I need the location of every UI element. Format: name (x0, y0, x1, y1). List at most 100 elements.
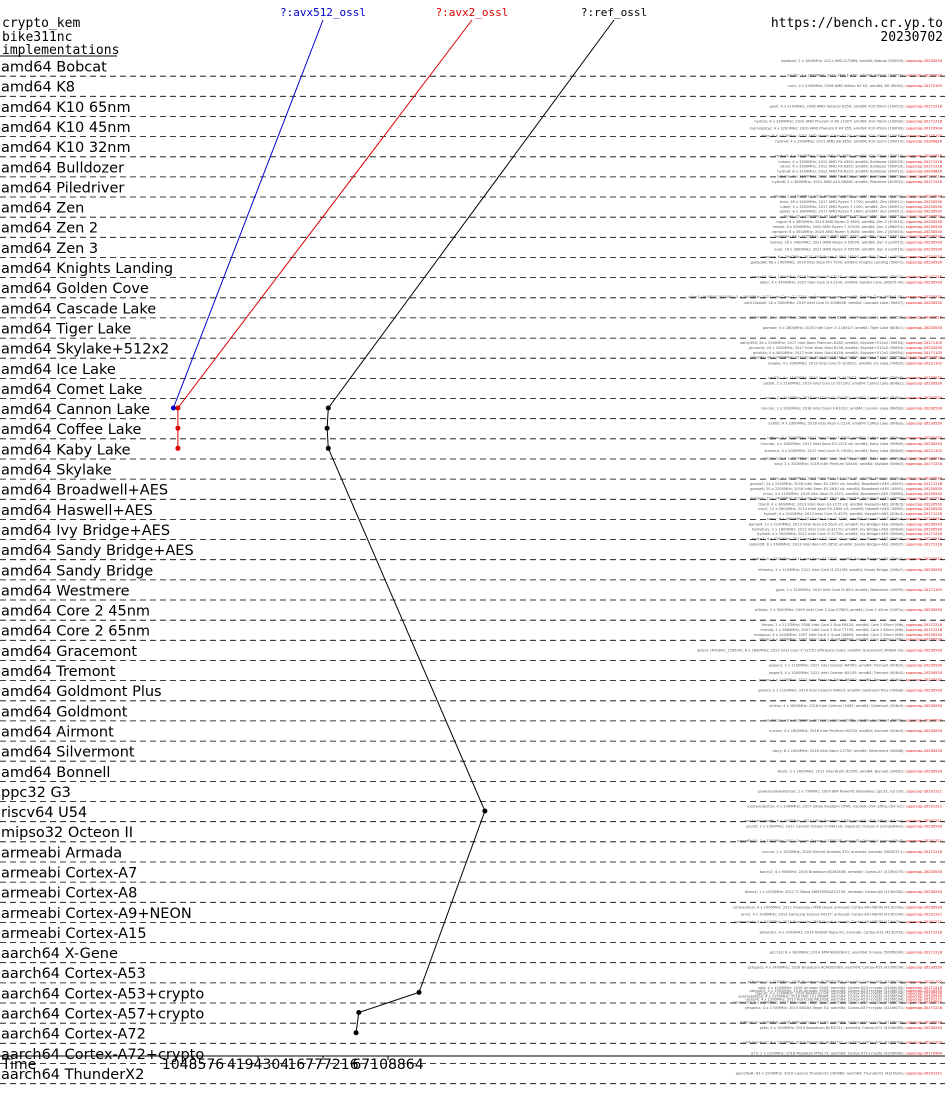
row-label: mipso32 Octeon II (1, 825, 133, 841)
row-label: amd64 Kaby Lake (1, 442, 131, 458)
row-note: hiffran; 6 x 3000MHz; 2017 Intel Core i7… (767, 436, 942, 440)
row-note: hiad0r; 2 x 1650MHz; 2011 AMD E-450; amd… (787, 74, 943, 78)
row-note: bblack; 1 x 1000MHz; 2012 TI Sitara XAM3… (745, 890, 943, 894)
row-note: cortexa53; 4 x 1800MHz; 2017 Freescale i… (733, 1000, 943, 1004)
chart-row: amd64 Cascade Lake cat013easkl; 18 x 3000… (0, 301, 945, 319)
row-note: hirundo; 4 x 3000MHz; 2017 Intel Xeon E3… (760, 442, 942, 446)
chart-row: aarch64 X-Gene gcc116; 8 x 1600MHz; 2014 … (0, 946, 945, 964)
chart-row: aarch64 Cortex-A53+crypto sipll; 4 x 1200… (0, 986, 945, 1004)
chart-rows: amd64 Bobcat bbobcat; 2 x 1600MHz; 2011 A… (0, 59, 945, 1085)
row-note: hydra4; 4 x 2900MHz; 2011 AMD A8-3850; a… (775, 140, 942, 144)
row-label: aarch64 Cortex-A53 (1, 966, 146, 982)
row-note: hydra6; 8 x 3100MHz; 2012 AMD FX-8120; a… (777, 169, 942, 173)
x-tick-label: 1048576 (162, 1057, 224, 1073)
row-label: amd64 Ice Lake (1, 362, 116, 378)
row-label: armeabi Cortex-A9+NEON (1, 906, 192, 922)
chart-row: amd64 Bobcat bbobcat; 2 x 1600MHz; 2011 A… (0, 59, 945, 78)
row-note: jasper3; 4 x 2000MHz; 2021 Intel Celeron… (768, 671, 943, 675)
row-note: pallas; 8 x 3600MHz; 2017 AMD Ryzen 5 16… (780, 210, 943, 214)
row-label: amd64 Bonnell (1, 765, 110, 781)
chart-row: amd64 Zen 3 twelve; 16 x 3400MHz; 2021 AM… (0, 240, 945, 259)
row-note: tetras; 4 x 2400MHz; 2007 Intel Core 2 Q… (759, 638, 942, 642)
row-label: amd64 Zen 3 (1, 241, 98, 257)
chart-row: amd64 K10 32nm hydra4; 4 x 2900MHz; 2011 … (0, 140, 945, 158)
row-note: rlfiex; 6 x 1700MHz; 2010 AMD Athlon II … (761, 134, 942, 138)
row-note: cortexabert; 4 x 1000MHz; 2011 Freescale… (734, 920, 942, 924)
chart-row: riscv64 U54 icestarkdenton; 4 x 1000MHz; … (0, 805, 945, 823)
row-note: jaspar; 4 x 1100MHz; 2021 Intel Pentium … (758, 678, 943, 682)
row-label: riscv64 U54 (1, 805, 87, 821)
data-point (353, 1030, 359, 1036)
chart-row: amd64 Sandy Bridge+AES cabo206; 8 x 2600M… (0, 543, 945, 561)
row-note: ginsk4s; 4 x 4000MHz; 2017 Intel Xeon Go… (753, 351, 942, 355)
row-label: amd64 Zen (1, 201, 84, 217)
chart-row: aarch64 ThunderX2 gamcfoxR; 64 x 2500MHz;… (0, 1067, 945, 1085)
row-label: amd64 Knights Landing (1, 261, 173, 277)
row-note: rogue; 8 x 3600MHz; 2019 AMD Ryzen 5 360… (776, 220, 942, 224)
row-label: amd64 Cascade Lake (1, 301, 156, 317)
chart-row: amd64 K10 65nm goxh; 4 x 2100MHz; 2008 AM… (0, 100, 945, 117)
row-label: amd64 Skylake (1, 463, 112, 479)
row-note: nocr; 2 x 2500MHz; 2006 AMD Athlon 64 X2… (788, 84, 942, 88)
data-point (175, 425, 181, 431)
x-tick-label: 4194304 (227, 1057, 289, 1073)
row-note: mzr2; 12 x 2600MHz; 2014 Intel Xeon E5-2… (758, 507, 942, 511)
row-note: gamjo7; 12 x 2400MHz; 2016 Intel Xeon E5… (750, 497, 943, 501)
x-tick-label: 16777216 (287, 1057, 358, 1073)
row-note: alder; 4 x 3400MHz; 2022 Intel Core i3-1… (760, 281, 943, 285)
row-note: vdrov; 6 x 3300MHz; 2012 AMD FX-6350; am… (780, 165, 943, 169)
row-note: saul; 2 x 3300MHz; 2016 Intel Pentium G4… (774, 462, 942, 466)
chart-row: armeabi Cortex-A15 jetsontk1; 4 x 2000MHz… (0, 926, 945, 943)
row-note: x2800; 4 x 3300MHz; 2018 Intel Xeon E-22… (768, 422, 943, 426)
row-note: arrck; 4 x 1000MHz; 2013 Samsung Exynos … (741, 913, 942, 917)
row-label: armeabi Cortex-A7 (1, 866, 137, 882)
chart-row: ppc32 G3 powerbookwallstreet; 1 x 726MHz;… (0, 785, 945, 802)
chart-row: amd64 Comet Lake cabt0l; 2 x 2100MHz; 201… (0, 381, 945, 400)
chart-row: amd64 Haswell+AES titan0; 4 x 3400MHz; 20… (0, 502, 945, 521)
chart-row: aarch64 Cortex-A72 pi4b; 4 x 1500MHz; 201… (0, 1026, 945, 1045)
row-note: cabo206; 8 x 2600MHz; 2013 Intel Xeon E5… (749, 543, 943, 547)
chart-row: amd64 K10 45nm hydra2; 6 x 3300MHz; 2010 … (0, 119, 945, 138)
chart-row: amd64 Core 2 65nm hinsss; 2 x 2137MHz; 20… (0, 623, 945, 642)
row-note: rubex; 4 x 3200MHz; 2017 AMD Ryzen 3 120… (780, 205, 943, 209)
data-point (482, 808, 488, 814)
row-note: gjsm; 2 x 3200MHz; 2010 Intel Core i5-65… (776, 588, 942, 592)
chart-row: aarch64 Cortex-A53 pi3aplus; 4 x 1400MHz;… (0, 966, 945, 984)
chart-row: amd64 Cannon Lake cannon; 2 x 2200MHz; 20… (0, 402, 945, 420)
series-1 (175, 19, 473, 451)
header-line-implementations: implementations (2, 43, 119, 58)
row-label: amd64 Golden Cove (1, 281, 149, 297)
series-leader-line (177, 19, 473, 409)
row-note: gamjo4; 12 x 2100MHz; 2013 Intel Xeon E5… (749, 523, 943, 527)
row-note: hydra7; 4 x 3200MHz; 2012 Intel Xeon E3-… (752, 537, 943, 541)
row-note: bbobcat; 2 x 1600MHz; 2011 AMD G-T56N; a… (781, 59, 942, 63)
chart-row: amd64 Skylake+512x2 samy356; 28 x 2500MHz… (0, 341, 945, 360)
row-label: amd64 Zen 2 (1, 221, 98, 237)
series-labels: ?:avx512_ossl ?:avx2_ossl ?:ref_ossl (280, 6, 647, 19)
row-note: softiron; 8 x 2000MHz; 2016 AMD Opteron … (740, 1021, 943, 1025)
row-label: amd64 Cannon Lake (1, 402, 150, 418)
row-note: sabeha; 8 x 3300MHz; 2012 AMD FX-8320; a… (777, 174, 943, 178)
series-label: ?:avx512_ossl (280, 6, 366, 19)
chart-row: armeabi Cortex-A9+NEON cortexarbus; 4 x 1… (0, 905, 945, 924)
row-label: aarch64 Cortex-A72+crypto (1, 1047, 204, 1063)
chart-row: amd64 Knights Landing gamjo66; 68 x 1400M… (0, 261, 945, 279)
row-note: pi4b; 4 x 1500MHz; 2019 Broadcom BCM2711… (760, 1026, 943, 1030)
chart-row: amd64 Westmere gjsm; 2 x 3200MHz; 2010 In… (0, 583, 945, 601)
row-note: hydra9; 4 x 3100MHz; 2013 Intel Core i5-… (764, 512, 943, 516)
row-note: icestarklawbo60; 4 x 1500MHz; 2017 SiFiv… (745, 819, 942, 823)
row-note: dairy; 8 x 2400MHz; 2016 Intel Atom C275… (772, 749, 942, 753)
chart-row: amd64 Goldmont cirrfax; 4 x 1600MHz; 2016… (0, 704, 945, 722)
row-note: alder2 (#00890_150000); 8 x 1600MHz; 202… (697, 648, 943, 652)
row-note: samy; 8 x 3600MHz; 2013 Intel Core i7-47… (767, 517, 943, 521)
row-note: comt; 2 x 2100MHz; 2019 Intel Core i3-10… (765, 396, 943, 400)
series-leader-line (327, 19, 615, 409)
row-note: hydrafury; 2 x 1800MHz; 2012 Intel Core … (752, 527, 943, 531)
row-label: amd64 Gracemont (1, 644, 137, 660)
row-note: goxh; 4 x 2100MHz; 2008 AMD Opteron 8354… (770, 104, 943, 108)
row-note: tigerpi; 4 x 1200MHz; 2016 Allwinner H5;… (755, 992, 942, 996)
row-label: amd64 Comet Lake (1, 382, 142, 398)
row-note: jasper2; 2 x 1100MHz; 2021 Intel Celeron… (768, 664, 943, 668)
row-note: titan0; 4 x 3400MHz; 2013 Intel Xeon E3-… (758, 502, 942, 506)
row-label: armeabi Cortex-A15 (1, 926, 147, 942)
